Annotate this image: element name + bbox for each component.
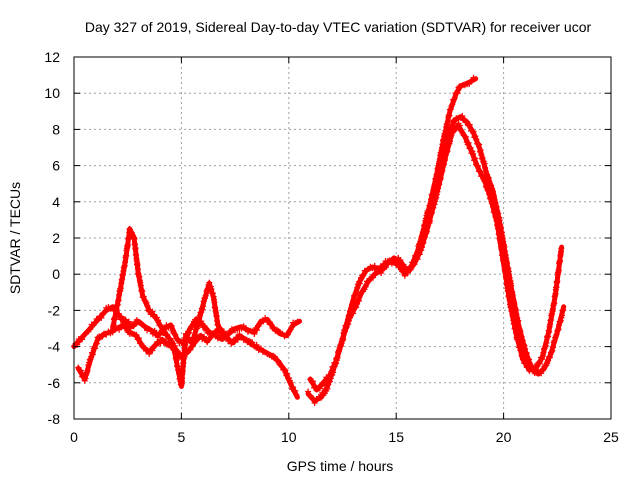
x-tick-label: 15: [388, 429, 404, 445]
y-tick-label: 2: [52, 230, 60, 246]
x-tick-label: 5: [178, 429, 186, 445]
x-tick-label: 20: [496, 429, 512, 445]
y-tick-label: 10: [44, 85, 60, 101]
y-tick-label: -4: [48, 339, 61, 355]
axis-ticks: 0 5 10 15 20 25 -8 -6 -4 -2 0 2 4 6 8 10 12: [44, 49, 619, 445]
y-tick-label: 4: [52, 194, 60, 210]
y-tick-label: 6: [52, 158, 60, 174]
y-tick-label: -2: [48, 302, 61, 318]
y-tick-label: 8: [52, 121, 60, 137]
x-tick-label: 0: [70, 429, 78, 445]
y-tick-label: -6: [48, 375, 61, 391]
sdtvar-chart: Day 327 of 2019, Sidereal Day-to-day VTE…: [0, 0, 640, 480]
x-tick-label: 10: [281, 429, 297, 445]
data-series: [71, 75, 566, 406]
series-line: [113, 229, 223, 387]
y-tick-label: -8: [48, 411, 61, 427]
x-axis-label: GPS time / hours: [287, 458, 394, 474]
y-axis-label: SDTVAR / TECUs: [7, 182, 23, 294]
chart-title: Day 327 of 2019, Sidereal Day-to-day VTE…: [85, 19, 592, 35]
x-tick-label: 25: [603, 429, 619, 445]
y-tick-label: 0: [52, 266, 60, 282]
y-tick-label: 12: [44, 49, 60, 65]
series-satellite-track-c: [110, 226, 224, 388]
